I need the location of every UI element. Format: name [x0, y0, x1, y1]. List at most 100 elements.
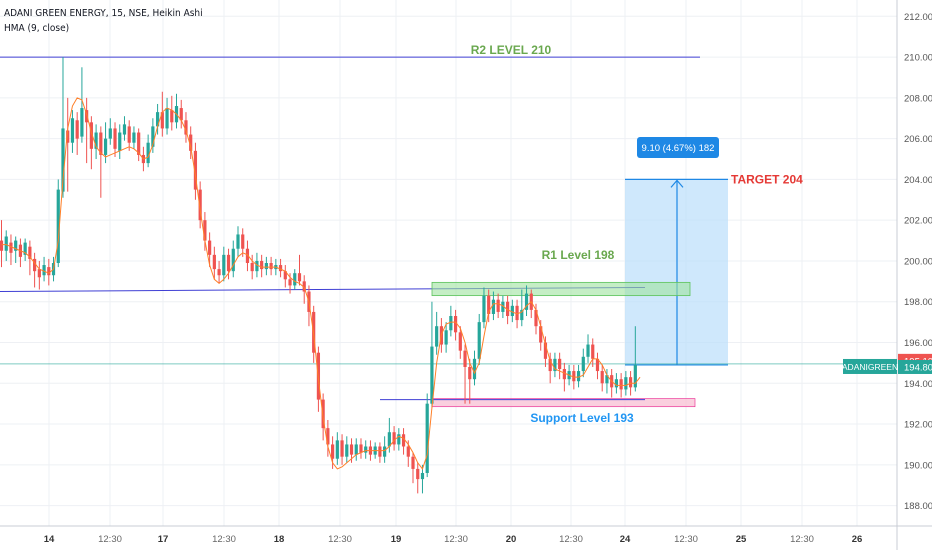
candle-body: [94, 132, 98, 149]
candle-body: [151, 126, 155, 147]
candle-body: [255, 260, 259, 272]
r1-level-label: R1 Level 198: [542, 248, 615, 262]
y-tick-label: 212.00: [904, 12, 932, 23]
candle-body: [345, 444, 349, 457]
candle-body: [444, 330, 448, 345]
candle-body: [449, 316, 453, 331]
x-tick-label: 24: [620, 534, 631, 545]
candle-body: [416, 468, 420, 480]
candle-body: [387, 432, 391, 447]
x-tick-label: 18: [274, 534, 285, 545]
y-tick-label: 200.00: [904, 256, 932, 267]
candle-body: [179, 108, 183, 121]
candle-body: [468, 366, 472, 380]
candle-body: [562, 369, 566, 380]
candle-body: [217, 269, 221, 276]
candle-body: [581, 356, 585, 372]
candle-body: [383, 446, 387, 457]
candle-body: [189, 134, 193, 151]
level-lines: [0, 56, 897, 408]
candle-body: [586, 344, 590, 357]
y-tick-label: 204.00: [904, 175, 932, 186]
indicator-label: HMA (9, close): [4, 23, 70, 34]
candle-body: [28, 246, 32, 259]
candle-body: [160, 112, 164, 129]
candle-body: [425, 403, 429, 473]
r2-level-label: R2 LEVEL 210: [471, 43, 552, 57]
candle-body: [208, 240, 212, 255]
candle-body: [628, 377, 633, 388]
x-tick-label: 12:30: [444, 534, 468, 545]
x-tick-label: 12:30: [328, 534, 352, 545]
candle-body: [364, 446, 368, 453]
candle-body: [619, 379, 623, 390]
candle-body: [80, 108, 84, 137]
x-tick-label: 20: [506, 534, 517, 545]
y-tick-label: 202.00: [904, 216, 932, 227]
symbol-title: ADANI GREEN ENERGY, 15, NSE, Heikin Ashi: [4, 8, 203, 19]
candle-body: [435, 326, 439, 347]
candle-body: [595, 358, 600, 372]
y-tick-label: 198.00: [904, 297, 932, 308]
annotations: R2 LEVEL 210 R1 Level 198 Support Level 19…: [471, 43, 932, 425]
x-tick-label: 17: [158, 534, 169, 545]
candle-body: [572, 371, 576, 382]
candle-body: [122, 124, 127, 135]
candle-body: [633, 364, 637, 388]
measure-label: 9.10 (4.67%) 182: [642, 143, 715, 154]
legend: ADANI GREEN ENERGY, 15, NSE, Heikin Ashi…: [4, 6, 203, 36]
measure-badge: [637, 137, 719, 158]
x-tick-label: 26: [852, 534, 863, 545]
x-tick-label: 12:30: [559, 534, 583, 545]
candle-body: [108, 128, 112, 139]
candle-body: [326, 428, 330, 445]
candle-body: [99, 132, 103, 155]
candle-body: [14, 240, 18, 251]
candle-body: [231, 248, 235, 272]
candle-body: [4, 236, 8, 251]
candle-body: [89, 122, 93, 149]
candle-body: [340, 440, 344, 457]
candle-body: [558, 358, 562, 370]
candle-body: [222, 254, 226, 276]
candle-body: [477, 322, 481, 359]
candle-body: [520, 309, 524, 321]
candle-body: [406, 446, 410, 457]
candle-body: [288, 279, 292, 286]
candle-body: [146, 142, 150, 164]
candle-body: [260, 260, 264, 270]
candle-body: [506, 301, 510, 317]
candle-body: [430, 346, 434, 404]
candle-body: [127, 126, 131, 143]
candle-body: [212, 254, 216, 270]
candles: [0, 57, 637, 494]
candle-body: [66, 130, 70, 143]
candle-body: [85, 110, 89, 123]
candle-body: [548, 358, 552, 372]
candle-body: [118, 132, 122, 151]
candle-body: [61, 128, 65, 192]
candle-body: [42, 265, 46, 276]
candle-body: [184, 120, 188, 135]
candle-body: [132, 132, 136, 143]
candle-body: [472, 358, 477, 380]
candle-body: [113, 128, 117, 149]
candle-body: [137, 132, 141, 155]
y-tick-label: 194.00: [904, 379, 932, 390]
candle-body: [453, 316, 458, 333]
candle-body: [23, 242, 27, 255]
x-tick-label: 14: [44, 534, 55, 545]
candle-body: [378, 446, 382, 457]
candle-body: [624, 377, 628, 390]
candle-body: [576, 371, 581, 382]
candle-body: [278, 265, 283, 272]
y-tick-label: 196.00: [904, 338, 932, 349]
candle-body: [411, 456, 415, 469]
candle-body: [302, 281, 306, 292]
candle-body: [496, 299, 500, 312]
y-tick-label: 210.00: [904, 53, 932, 64]
candle-body: [335, 440, 339, 459]
candle-body: [354, 444, 358, 455]
